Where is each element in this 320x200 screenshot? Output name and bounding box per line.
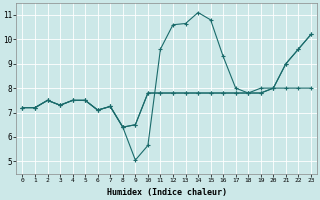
X-axis label: Humidex (Indice chaleur): Humidex (Indice chaleur) (107, 188, 227, 197)
